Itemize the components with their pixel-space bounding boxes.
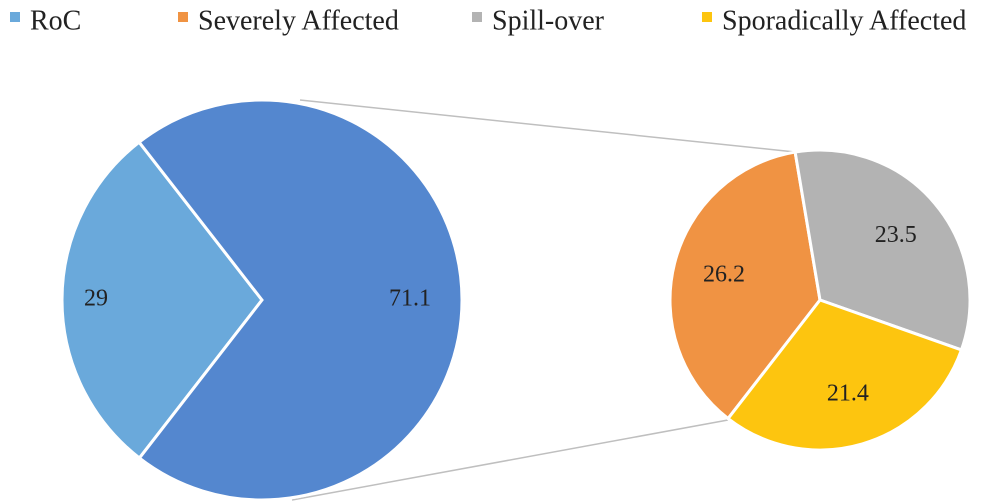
data-label: 23.5 [875, 222, 917, 248]
pie-slice [137, 98, 464, 502]
legend-label: Spill-over [492, 5, 605, 36]
pie-slice [793, 148, 972, 352]
connector [299, 99, 796, 153]
data-label: 71.1 [389, 285, 431, 311]
legend-swatch [702, 12, 712, 22]
pie-slice [668, 150, 822, 421]
pie-slice [725, 298, 964, 452]
legend-label: Severely Affected [198, 5, 399, 36]
data-label: 21.4 [827, 380, 869, 406]
legend-swatch [178, 12, 188, 22]
connector [291, 419, 729, 501]
data-label: 29 [84, 286, 108, 312]
legend-swatch [10, 12, 20, 22]
legend-label: RoC [30, 5, 81, 36]
legend-swatch [472, 12, 482, 22]
legend-label: Sporadically Affected [722, 5, 966, 36]
data-label: 26.2 [703, 261, 745, 287]
pie-slice [60, 140, 264, 461]
